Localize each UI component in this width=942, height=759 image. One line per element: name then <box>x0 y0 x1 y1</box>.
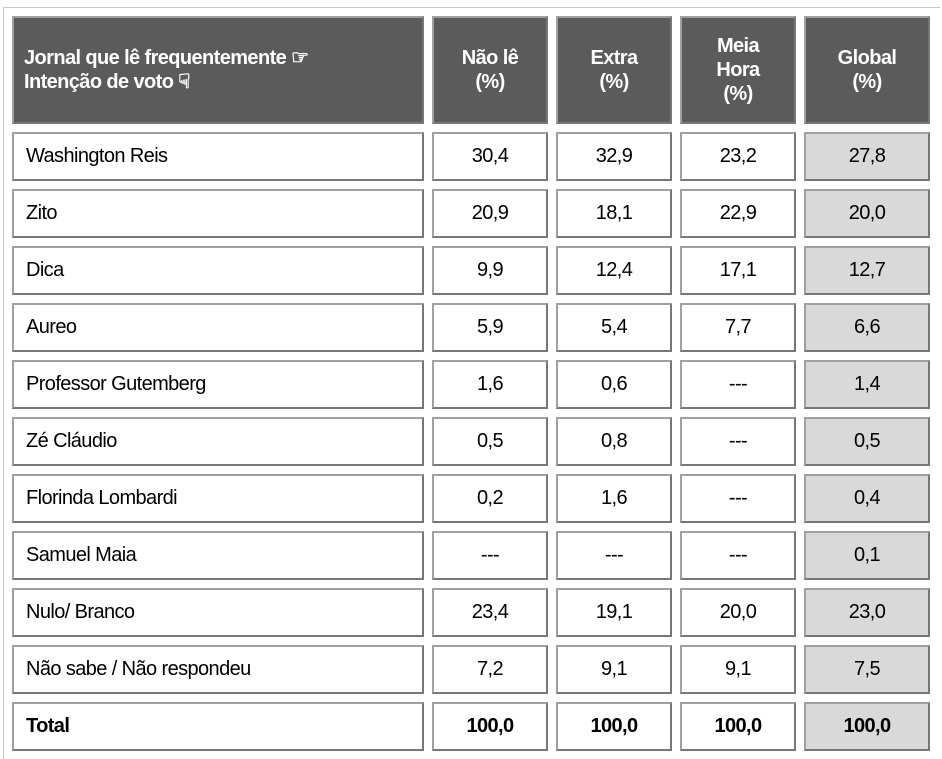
cell-value: 20,0 <box>680 588 796 637</box>
cell-value: 20,0 <box>804 189 930 238</box>
cell-value: --- <box>556 531 672 580</box>
cell-value: 19,1 <box>556 588 672 637</box>
cell-value: 23,0 <box>804 588 930 637</box>
cell-value: 7,2 <box>432 645 548 694</box>
cell-value: --- <box>680 417 796 466</box>
cell-value: 100,0 <box>432 702 548 751</box>
table-row: Samuel Maia --- --- --- 0,1 <box>12 531 930 580</box>
cell-value: 23,4 <box>432 588 548 637</box>
table-row: Não sabe / Não respondeu 7,2 9,1 9,1 7,5 <box>12 645 930 694</box>
table-row: Total 100,0 100,0 100,0 100,0 <box>12 702 930 751</box>
table-row: Nulo/ Branco 23,4 19,1 20,0 23,0 <box>12 588 930 637</box>
cell-value: 12,4 <box>556 246 672 295</box>
header-text: Meia <box>716 35 760 57</box>
cell-value: 100,0 <box>804 702 930 751</box>
header-cell: Meia Hora (%) <box>680 16 796 124</box>
header-text: Não lê <box>461 47 519 69</box>
cell-value: 20,9 <box>432 189 548 238</box>
row-label: Samuel Maia <box>12 531 424 580</box>
table-row: Dica 9,9 12,4 17,1 12,7 <box>12 246 930 295</box>
cell-value: 9,9 <box>432 246 548 295</box>
row-label: Professor Gutemberg <box>12 360 424 409</box>
cell-value: 9,1 <box>680 645 796 694</box>
row-label: Washington Reis <box>12 132 424 181</box>
header-cell: Jornal que lê frequentemente ☞ Intenção d… <box>12 16 424 124</box>
header-text: Global <box>837 47 897 69</box>
row-label: Total <box>12 702 424 751</box>
cell-value: 1,6 <box>432 360 548 409</box>
cell-value: 100,0 <box>556 702 672 751</box>
cell-value: 0,5 <box>432 417 548 466</box>
cell-value: 0,4 <box>804 474 930 523</box>
cell-value: --- <box>680 531 796 580</box>
header-cell: Não lê (%) <box>432 16 548 124</box>
cell-value: 1,6 <box>556 474 672 523</box>
header-text: (%) <box>723 83 753 105</box>
table-row: Zé Cláudio 0,5 0,8 --- 0,5 <box>12 417 930 466</box>
header-text: (%) <box>475 71 505 93</box>
cell-value: 0,1 <box>804 531 930 580</box>
table-frame: Jornal que lê frequentemente ☞ Intenção d… <box>3 7 940 759</box>
table-row: Zito 20,9 18,1 22,9 20,0 <box>12 189 930 238</box>
table-body: Washington Reis 30,4 32,9 23,2 27,8 Zito 20,9 1… <box>12 132 930 751</box>
header-text: Jornal que lê frequentemente ☞ <box>24 47 309 69</box>
cell-value: 0,8 <box>556 417 672 466</box>
cell-value: 32,9 <box>556 132 672 181</box>
row-label: Aureo <box>12 303 424 352</box>
header-cell: Global (%) <box>804 16 930 124</box>
cell-value: 22,9 <box>680 189 796 238</box>
row-label: Nulo/ Branco <box>12 588 424 637</box>
cell-value: 12,7 <box>804 246 930 295</box>
cell-value: 27,8 <box>804 132 930 181</box>
header-text: Intenção de voto ☟ <box>24 71 190 93</box>
table-row: Professor Gutemberg 1,6 0,6 --- 1,4 <box>12 360 930 409</box>
cell-value: 5,4 <box>556 303 672 352</box>
header-text: (%) <box>599 71 629 93</box>
row-label: Florinda Lombardi <box>12 474 424 523</box>
row-label: Dica <box>12 246 424 295</box>
cell-value: 6,6 <box>804 303 930 352</box>
header-text: Hora <box>716 59 760 81</box>
cell-value: --- <box>680 360 796 409</box>
cell-value: 7,7 <box>680 303 796 352</box>
cell-value: 0,5 <box>804 417 930 466</box>
row-label: Não sabe / Não respondeu <box>12 645 424 694</box>
row-label: Zito <box>12 189 424 238</box>
cell-value: 7,5 <box>804 645 930 694</box>
cell-value: 1,4 <box>804 360 930 409</box>
cell-value: 100,0 <box>680 702 796 751</box>
cell-value: 18,1 <box>556 189 672 238</box>
cell-value: --- <box>680 474 796 523</box>
cell-value: 0,2 <box>432 474 548 523</box>
header-row: Jornal que lê frequentemente ☞ Intenção d… <box>12 16 930 124</box>
table-row: Aureo 5,9 5,4 7,7 6,6 <box>12 303 930 352</box>
cell-value: 30,4 <box>432 132 548 181</box>
cell-value: 17,1 <box>680 246 796 295</box>
table-row: Florinda Lombardi 0,2 1,6 --- 0,4 <box>12 474 930 523</box>
cell-value: 23,2 <box>680 132 796 181</box>
header-cell: Extra (%) <box>556 16 672 124</box>
cell-value: --- <box>432 531 548 580</box>
table-row: Washington Reis 30,4 32,9 23,2 27,8 <box>12 132 930 181</box>
row-label: Zé Cláudio <box>12 417 424 466</box>
vote-table: Jornal que lê frequentemente ☞ Intenção d… <box>4 8 938 759</box>
cell-value: 9,1 <box>556 645 672 694</box>
cell-value: 0,6 <box>556 360 672 409</box>
header-text: (%) <box>852 71 882 93</box>
header-text: Extra <box>590 47 638 69</box>
cell-value: 5,9 <box>432 303 548 352</box>
